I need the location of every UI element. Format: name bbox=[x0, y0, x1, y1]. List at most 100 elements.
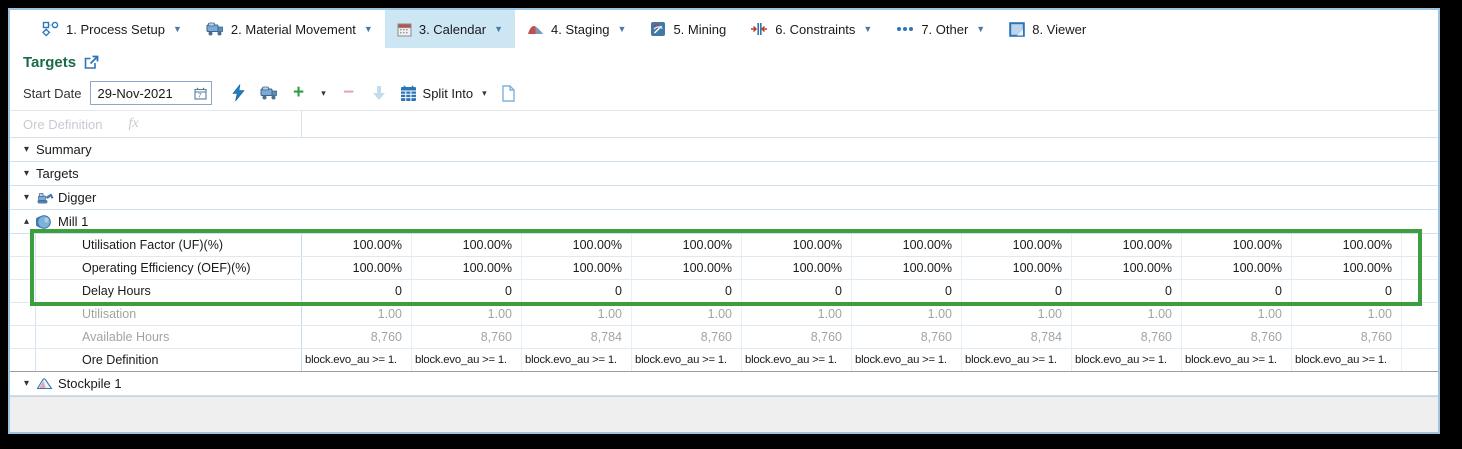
tree-row-summary[interactable]: ▾ Summary bbox=[10, 138, 1438, 162]
grid-cell-delay-hours-4[interactable]: 0 bbox=[742, 280, 852, 302]
chevron-down-icon[interactable]: ▼ bbox=[363, 24, 373, 34]
grid-cell-utilisation-0: 1.00 bbox=[302, 303, 412, 325]
page-title: Targets bbox=[23, 53, 77, 71]
grid-row-ore-definition: Ore Definition block.evo_au >= 1. block.ev… bbox=[10, 349, 1438, 372]
grid-cell-utilisation-factor-7[interactable]: 100.00% bbox=[1072, 234, 1182, 256]
date-picker-icon[interactable]: 7 bbox=[193, 87, 207, 100]
row-label-delay-hours: Delay Hours bbox=[36, 280, 302, 302]
add-period-dropdown[interactable]: ▾ bbox=[317, 80, 331, 106]
grid-row-utilisation-factor: Utilisation Factor (UF)(%) 100.00% 100.00%… bbox=[10, 234, 1438, 257]
grid-cell-ore-definition-7[interactable]: block.evo_au >= 1. bbox=[1072, 349, 1182, 371]
grid-cell-ore-definition-9[interactable]: block.evo_au >= 1. bbox=[1292, 349, 1402, 371]
grid-cell-operating-efficiency-0[interactable]: 100.00% bbox=[302, 257, 412, 279]
grid-cell-operating-efficiency-7[interactable]: 100.00% bbox=[1072, 257, 1182, 279]
external-link-icon[interactable] bbox=[84, 55, 99, 70]
tree-row-mill-1[interactable]: ▴ Mill 1 bbox=[10, 210, 1438, 234]
grid-cell-operating-efficiency-8[interactable]: 100.00% bbox=[1182, 257, 1292, 279]
grid-cell-delay-hours-5[interactable]: 0 bbox=[852, 280, 962, 302]
tree-row-digger[interactable]: ▾ Digger bbox=[10, 186, 1438, 210]
tab-staging[interactable]: 4. Staging ▼ bbox=[515, 10, 638, 48]
grid-cell-ore-definition-0[interactable]: block.evo_au >= 1. bbox=[302, 349, 412, 371]
grid-cell-delay-hours-7[interactable]: 0 bbox=[1072, 280, 1182, 302]
copy-page-button[interactable] bbox=[496, 80, 520, 106]
split-calendar-icon bbox=[400, 85, 416, 101]
mining-icon bbox=[651, 22, 666, 36]
collapse-triangle-icon[interactable]: ▾ bbox=[24, 192, 30, 203]
grid-cell-ore-definition-5[interactable]: block.evo_au >= 1. bbox=[852, 349, 962, 371]
tree-row-targets[interactable]: ▾ Targets bbox=[10, 162, 1438, 186]
chevron-down-icon[interactable]: ▼ bbox=[617, 24, 627, 34]
grid-cell-utilisation-factor-0[interactable]: 100.00% bbox=[302, 234, 412, 256]
row-rail bbox=[10, 280, 36, 302]
grid-cell-delay-hours-2[interactable]: 0 bbox=[522, 280, 632, 302]
move-down-button[interactable] bbox=[367, 80, 391, 106]
tab-label: 7. Other bbox=[921, 21, 969, 37]
expand-triangle-icon[interactable]: ▴ bbox=[24, 216, 30, 227]
grid-cell-operating-efficiency-1[interactable]: 100.00% bbox=[412, 257, 522, 279]
chevron-down-icon[interactable]: ▼ bbox=[494, 24, 503, 34]
tab-process-setup[interactable]: 1. Process Setup ▼ bbox=[30, 10, 194, 48]
grid-cell-operating-efficiency-4[interactable]: 100.00% bbox=[742, 257, 852, 279]
add-period-button[interactable]: + bbox=[287, 80, 311, 106]
grid-cell-ore-definition-2[interactable]: block.evo_au >= 1. bbox=[522, 349, 632, 371]
grid-cell-utilisation-factor-3[interactable]: 100.00% bbox=[632, 234, 742, 256]
chevron-down-icon[interactable]: ▼ bbox=[173, 24, 182, 34]
grid-cell-delay-hours-8[interactable]: 0 bbox=[1182, 280, 1292, 302]
grid-cell-delay-hours-3[interactable]: 0 bbox=[632, 280, 742, 302]
chevron-down-icon: ▾ bbox=[321, 87, 326, 98]
viewer-icon bbox=[1009, 21, 1026, 37]
grid-cell-utilisation-factor-8[interactable]: 100.00% bbox=[1182, 234, 1292, 256]
tab-calendar[interactable]: 3. Calendar ▼ bbox=[384, 10, 515, 48]
tab-mining[interactable]: 5. Mining bbox=[638, 10, 738, 48]
row-filler bbox=[1402, 349, 1438, 371]
split-into-button[interactable]: Split Into ▾ bbox=[400, 85, 487, 102]
collapse-triangle-icon[interactable]: ▾ bbox=[24, 144, 30, 155]
grid-cell-ore-definition-4[interactable]: block.evo_au >= 1. bbox=[742, 349, 852, 371]
tab-material-movement[interactable]: 2. Material Movement ▼ bbox=[194, 10, 385, 48]
grid-cell-utilisation-factor-1[interactable]: 100.00% bbox=[412, 234, 522, 256]
grid-cell-operating-efficiency-2[interactable]: 100.00% bbox=[522, 257, 632, 279]
remove-period-button[interactable]: − bbox=[337, 80, 361, 106]
grid-row-utilisation: Utilisation 1.00 1.00 1.00 1.00 1.00 1.00 1.00 1… bbox=[10, 303, 1438, 326]
grid-cell-delay-hours-6[interactable]: 0 bbox=[962, 280, 1072, 302]
constraints-icon bbox=[751, 23, 768, 35]
grid-cell-ore-definition-8[interactable]: block.evo_au >= 1. bbox=[1182, 349, 1292, 371]
tab-label: 6. Constraints bbox=[775, 21, 856, 37]
grid-cell-utilisation-factor-6[interactable]: 100.00% bbox=[962, 234, 1072, 256]
chevron-down-icon[interactable]: ▼ bbox=[863, 24, 873, 34]
collapse-triangle-icon[interactable]: ▾ bbox=[24, 378, 30, 389]
chevron-down-icon: ▾ bbox=[482, 87, 487, 98]
grid-cell-operating-efficiency-6[interactable]: 100.00% bbox=[962, 257, 1072, 279]
grid-cell-utilisation-9: 1.00 bbox=[1292, 303, 1402, 325]
tree-row-stockpile-1[interactable]: ▾ Stockpile 1 bbox=[10, 372, 1438, 396]
grid-cell-available-hours-6: 8,784 bbox=[962, 326, 1072, 348]
grid-cell-operating-efficiency-5[interactable]: 100.00% bbox=[852, 257, 962, 279]
grid-cell-delay-hours-0[interactable]: 0 bbox=[302, 280, 412, 302]
grid-cell-utilisation-factor-9[interactable]: 100.00% bbox=[1292, 234, 1402, 256]
tab-constraints[interactable]: 6. Constraints ▼ bbox=[738, 10, 884, 48]
grid-cell-ore-definition-1[interactable]: block.evo_au >= 1. bbox=[412, 349, 522, 371]
grid-cell-utilisation-factor-4[interactable]: 100.00% bbox=[742, 234, 852, 256]
copy-from-material-movement-button[interactable] bbox=[257, 80, 281, 106]
grid-cell-ore-definition-3[interactable]: block.evo_au >= 1. bbox=[632, 349, 742, 371]
tab-other[interactable]: 7. Other ▼ bbox=[884, 10, 997, 48]
grid-cell-utilisation-factor-5[interactable]: 100.00% bbox=[852, 234, 962, 256]
grid-cell-operating-efficiency-9[interactable]: 100.00% bbox=[1292, 257, 1402, 279]
other-icon bbox=[897, 27, 914, 31]
tree-row-label: Summary bbox=[36, 142, 92, 157]
grid-cell-operating-efficiency-3[interactable]: 100.00% bbox=[632, 257, 742, 279]
tab-viewer[interactable]: 8. Viewer bbox=[997, 10, 1098, 48]
chevron-down-icon[interactable]: ▼ bbox=[976, 24, 986, 34]
formula-bar-label-cell: Ore Definition fx bbox=[10, 111, 302, 137]
grid-cell-utilisation-factor-2[interactable]: 100.00% bbox=[522, 234, 632, 256]
page-icon bbox=[501, 84, 515, 102]
start-date-label: Start Date bbox=[23, 85, 82, 101]
start-date-input[interactable]: 29-Nov-2021 7 bbox=[89, 81, 212, 105]
grid-cell-delay-hours-9[interactable]: 0 bbox=[1292, 280, 1402, 302]
start-date-value: 29-Nov-2021 bbox=[97, 85, 173, 101]
collapse-triangle-icon[interactable]: ▾ bbox=[24, 168, 30, 179]
grid-cell-delay-hours-1[interactable]: 0 bbox=[412, 280, 522, 302]
quick-fill-button[interactable] bbox=[227, 80, 251, 106]
grid-cell-utilisation-7: 1.00 bbox=[1072, 303, 1182, 325]
grid-cell-ore-definition-6[interactable]: block.evo_au >= 1. bbox=[962, 349, 1072, 371]
